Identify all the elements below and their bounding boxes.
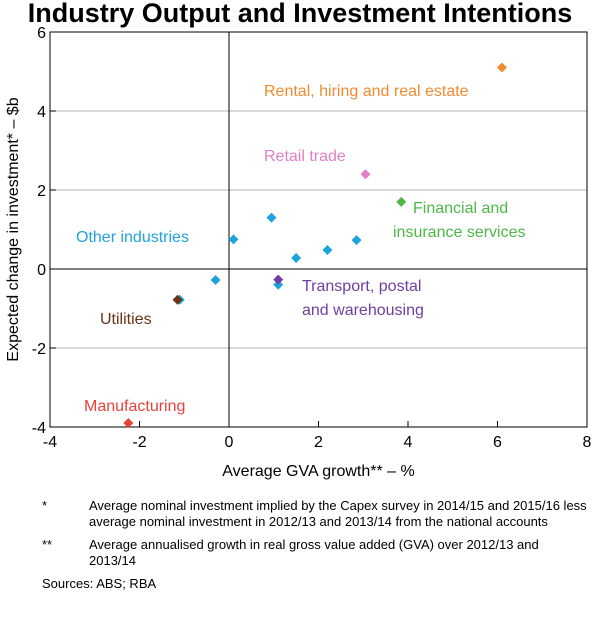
- annotation-2-line-1: insurance services: [393, 224, 526, 241]
- annotation-5-line-0: Utilities: [100, 311, 152, 328]
- data-point-s0-p0: [496, 62, 507, 73]
- sources: Sources: ABS; RBA: [42, 576, 157, 591]
- y-tick-label--2: -2: [32, 341, 46, 358]
- x-tick-label--4: -4: [43, 434, 57, 451]
- data-point-s6-p0: [123, 418, 134, 429]
- chart-title: Industry Output and Investment Intention…: [28, 0, 573, 28]
- footnote-1-text: Average nominal investment implied by th…: [89, 498, 587, 529]
- x-tick-label-2: 2: [314, 434, 323, 451]
- annotation-3-line-0: Other industries: [76, 229, 189, 246]
- data-point-s4-p0: [273, 274, 284, 285]
- annotation-4-line-0: Transport, postal: [302, 278, 421, 295]
- footnote-1-mark: *: [42, 498, 48, 513]
- annotation-4-line-1: and warehousing: [302, 302, 424, 319]
- x-axis-label: Average GVA growth** – %: [222, 463, 414, 480]
- data-point-s3-p5: [210, 275, 221, 286]
- footnote-2-mark: **: [42, 537, 53, 552]
- chart: Industry Output and Investment Intention…: [5, 0, 592, 480]
- data-point-s3-p2: [291, 252, 302, 263]
- y-tick-label-2: 2: [37, 183, 46, 200]
- annotation-6-line-0: Manufacturing: [84, 398, 185, 415]
- footnotes: * Average nominal investment implied by …: [42, 498, 587, 592]
- y-tick-label--4: -4: [32, 420, 46, 437]
- annotation-0-line-0: Rental, hiring and real estate: [264, 83, 469, 100]
- data-point-s3-p0: [228, 234, 239, 245]
- annotation-2-line-0: Financial and: [413, 200, 508, 217]
- data-point-s1-p0: [360, 169, 371, 180]
- y-axis-label: Expected change in investment* – $b: [5, 97, 22, 361]
- data-point-s3-p3: [322, 245, 333, 256]
- x-tick-label--2: -2: [132, 434, 146, 451]
- annotation-1-line-0: Retail trade: [264, 148, 346, 165]
- footnote-2-text: Average annualised growth in real gross …: [89, 537, 539, 568]
- footnote-2: ** Average annualised growth in real gro…: [42, 537, 587, 569]
- x-tick-label-4: 4: [404, 434, 413, 451]
- y-tick-label-0: 0: [37, 262, 46, 279]
- data-point-s3-p7: [273, 279, 284, 290]
- y-tick-label-6: 6: [37, 25, 46, 42]
- x-tick-label-8: 8: [583, 434, 592, 451]
- y-tick-label-4: 4: [37, 104, 46, 121]
- data-point-s2-p0: [396, 196, 407, 207]
- x-tick-label-0: 0: [225, 434, 234, 451]
- data-point-s3-p1: [266, 212, 277, 223]
- data-point-s3-p4: [351, 235, 362, 246]
- footnote-1: * Average nominal investment implied by …: [42, 498, 587, 530]
- data-point-s5-p0: [172, 294, 183, 305]
- x-tick-label-6: 6: [493, 434, 502, 451]
